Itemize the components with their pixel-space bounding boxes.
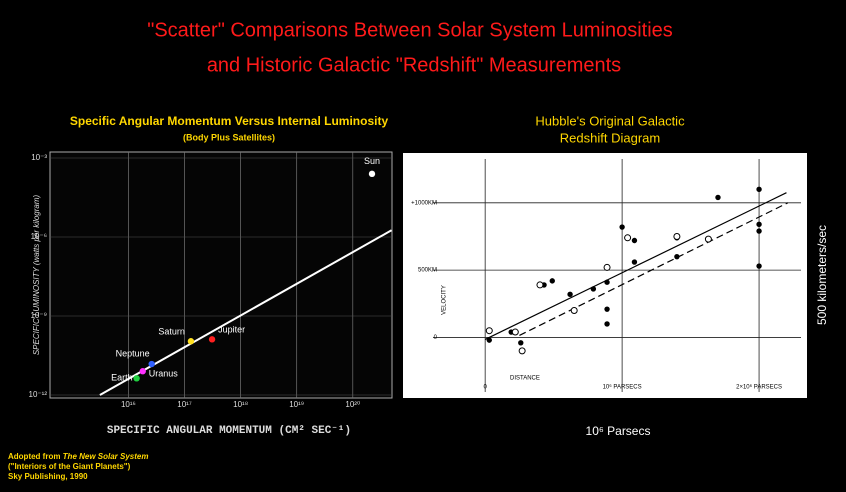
data-point bbox=[715, 194, 721, 201]
data-point bbox=[603, 263, 611, 271]
data-point bbox=[486, 337, 492, 343]
x-caption: 10⁶ Parsecs bbox=[586, 424, 651, 438]
data-point bbox=[518, 347, 526, 355]
y-tick-label: 500KM bbox=[418, 268, 437, 274]
point-label: Sun bbox=[364, 156, 380, 166]
data-point bbox=[536, 281, 544, 289]
data-point bbox=[187, 338, 195, 345]
x-axis-label: SPECIFIC ANGULAR MOMENTUM (CM² SEC⁻¹) bbox=[107, 425, 351, 437]
x-axis-label: DISTANCE bbox=[510, 376, 540, 382]
x-tick-label: 10¹⁸ bbox=[233, 400, 248, 409]
data-point bbox=[604, 306, 610, 312]
chart-title: Hubble's Original Galactic bbox=[535, 113, 685, 128]
data-point bbox=[549, 278, 555, 284]
y-axis-label: VELOCITY bbox=[442, 285, 448, 315]
x-tick-label: 10¹⁶ bbox=[121, 400, 136, 409]
data-point bbox=[619, 224, 625, 230]
data-point bbox=[756, 221, 762, 228]
data-point bbox=[604, 279, 610, 285]
source-note: ("Interiors of the Giant Planets") bbox=[8, 462, 131, 471]
data-point bbox=[518, 340, 524, 346]
y-tick-label: +1000KM bbox=[411, 200, 437, 206]
y-tick-label: 10⁻⁶ bbox=[31, 232, 47, 241]
chart-title: Redshift Diagram bbox=[560, 130, 660, 145]
fit-line bbox=[484, 192, 787, 340]
page-title: "Scatter" Comparisons Between Solar Syst… bbox=[147, 19, 673, 41]
data-point bbox=[485, 327, 493, 335]
data-point bbox=[756, 228, 762, 234]
data-point bbox=[631, 259, 638, 265]
data-point bbox=[590, 286, 597, 292]
source-note: Adopted from The New Solar System bbox=[8, 452, 148, 461]
x-tick-label: 10¹⁷ bbox=[177, 400, 192, 409]
data-point bbox=[631, 237, 638, 244]
data-point bbox=[368, 170, 376, 178]
data-point bbox=[674, 253, 680, 260]
y-caption: 500 kilometers/sec bbox=[815, 225, 829, 325]
x-tick-label: 0 bbox=[483, 385, 487, 391]
point-label: Neptune bbox=[116, 348, 150, 358]
y-tick-label: 0 bbox=[434, 335, 438, 341]
point-label: Uranus bbox=[149, 369, 179, 379]
data-point bbox=[133, 375, 140, 382]
data-point bbox=[624, 234, 632, 242]
data-point bbox=[139, 368, 146, 375]
plot-panel bbox=[403, 153, 807, 398]
y-tick-label: 10⁻⁹ bbox=[30, 311, 47, 320]
point-label: Jupiter bbox=[218, 325, 245, 335]
data-point bbox=[673, 232, 681, 240]
data-point bbox=[567, 291, 573, 298]
data-point bbox=[756, 186, 762, 193]
data-point bbox=[604, 321, 610, 327]
data-point bbox=[511, 328, 519, 336]
source-note: Sky Publishing, 1990 bbox=[8, 472, 88, 481]
data-point bbox=[570, 307, 578, 314]
chart-subtitle: (Body Plus Satellites) bbox=[183, 132, 275, 142]
x-tick-label: 10²⁰ bbox=[345, 400, 360, 409]
source-prefix: Adopted from bbox=[8, 452, 60, 461]
x-tick-label: 2×10⁶ PARSECS bbox=[736, 384, 782, 391]
data-point bbox=[704, 235, 712, 243]
plot-frame bbox=[49, 151, 393, 399]
chart-title: Specific Angular Momentum Versus Interna… bbox=[70, 114, 389, 128]
page-title: and Historic Galactic "Redshift" Measure… bbox=[207, 54, 621, 76]
point-label: Earth bbox=[111, 373, 133, 383]
point-label: Saturn bbox=[158, 327, 185, 337]
trend-line bbox=[99, 229, 392, 396]
y-tick-label: 10⁻¹² bbox=[29, 390, 48, 399]
x-tick-label: 10¹⁹ bbox=[289, 400, 304, 409]
data-point bbox=[208, 336, 216, 343]
y-axis-label: SPECIFIC LUMINOSITY (watts per kilogram) bbox=[32, 195, 41, 356]
data-point bbox=[756, 263, 762, 269]
fit-line bbox=[519, 202, 789, 336]
data-point bbox=[148, 360, 155, 368]
source-book: The New Solar System bbox=[63, 452, 149, 461]
y-tick-label: 10⁻³ bbox=[31, 153, 47, 162]
x-tick-label: 10⁶ PARSECS bbox=[603, 384, 642, 391]
